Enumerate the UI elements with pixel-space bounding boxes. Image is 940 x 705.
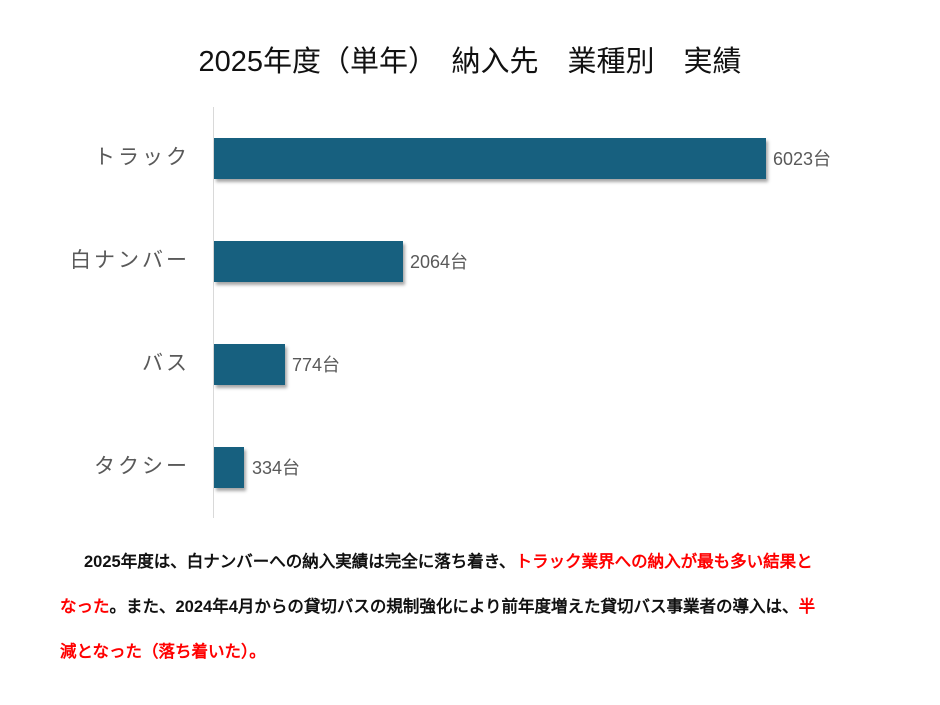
bar-row-bus: バス 774台 [0,344,940,386]
bar-row-taxi: タクシー 334台 [0,447,940,489]
bar-taxi [214,447,244,488]
summary-note: 2025年度は、白ナンバーへの納入実績は完全に落ち着き、トラック業界への納入が最… [60,540,910,675]
category-label: タクシー [94,455,190,478]
note-highlight: 減となった（落ち着いた）。 [60,643,266,661]
value-label: 6023台 [773,149,832,169]
category-label: 白ナンバー [70,249,190,272]
category-axis-line [213,107,214,518]
value-label: 334台 [252,458,301,478]
note-highlight: 半 [798,598,816,616]
chart-title: 2025年度（単年） 納入先 業種別 実績 [198,46,742,78]
category-label: トラック [94,146,190,169]
value-label: 2064台 [410,252,469,272]
category-label: バス [142,352,190,375]
bar-truck [214,138,766,179]
value-label: 774台 [292,355,341,375]
note-text: 2025年度は、白ナンバーへの納入実績は完全に落ち着き、 [84,553,516,571]
bar-bus [214,344,285,385]
bar-white-plate [214,241,403,282]
note-highlight: トラック業界への納入が最も多い結果と [515,553,813,571]
bar-row-white-plate: 白ナンバー 2064台 [0,241,940,283]
bar-row-truck: トラック 6023台 [0,138,940,180]
note-text: 。また、2024年4月からの貸切バスの規制強化により前年度増えた貸切バス事業者の… [109,598,799,616]
note-highlight: なった [60,598,110,616]
